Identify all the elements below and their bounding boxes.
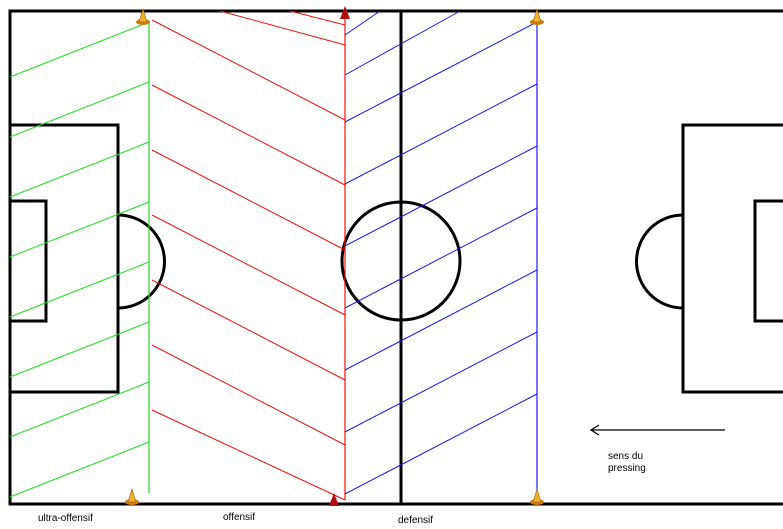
center-circle: [340, 200, 462, 322]
offensif-hatching: [151, 10, 346, 501]
hatch-line: [344, 10, 381, 36]
hatch-line: [9, 141, 150, 198]
offensif-label: offensif: [223, 512, 256, 523]
hatch-line: [219, 10, 346, 46]
hatch-line: [9, 261, 150, 318]
hatch-line: [289, 10, 346, 26]
hatch-line: [9, 201, 150, 258]
hatch-line: [151, 214, 346, 316]
cone-top-left: [136, 7, 150, 25]
cone-bottom-right: [530, 487, 544, 505]
pressing-direction-label-line2: pressing: [608, 463, 646, 474]
cone-bottom-left: [125, 487, 139, 505]
cone-top-right: [530, 7, 544, 25]
hatch-line: [344, 10, 461, 76]
ultra-offensif-hatching: [9, 21, 150, 498]
hatch-line: [344, 207, 538, 309]
left-goal-area: [8, 199, 48, 323]
hatch-line: [344, 21, 538, 123]
right-penalty-arc: [635, 213, 684, 310]
hatch-line: [151, 279, 346, 381]
pressing-direction-label-line1: sens du: [608, 451, 644, 462]
hatch-line: [151, 149, 346, 251]
hatch-line: [151, 19, 346, 121]
pressing-direction-arrow: [589, 424, 725, 436]
left-penalty-area: [8, 123, 120, 394]
right-penalty-area: [681, 123, 783, 394]
defensif-hatching: [344, 10, 538, 495]
red-cone-bottom: [329, 493, 339, 506]
hatch-line: [9, 21, 150, 78]
defensif-label: defensif: [398, 515, 434, 526]
left-penalty-arc: [117, 213, 166, 310]
hatch-line: [151, 344, 346, 446]
ultra-offensif-label: ultra-offensif: [38, 513, 93, 524]
hatch-line: [344, 331, 538, 433]
hatch-line: [344, 83, 538, 185]
hatch-line: [344, 393, 538, 495]
hatch-line: [9, 381, 150, 438]
hatch-line: [344, 145, 538, 247]
right-goal-area: [753, 199, 783, 323]
hatch-line: [344, 269, 538, 371]
hatch-line: [151, 409, 346, 501]
hatch-line: [9, 441, 150, 498]
red-cone-top: [340, 6, 350, 19]
hatch-line: [9, 321, 150, 378]
hatch-line: [151, 84, 346, 186]
hatch-line: [9, 81, 150, 138]
